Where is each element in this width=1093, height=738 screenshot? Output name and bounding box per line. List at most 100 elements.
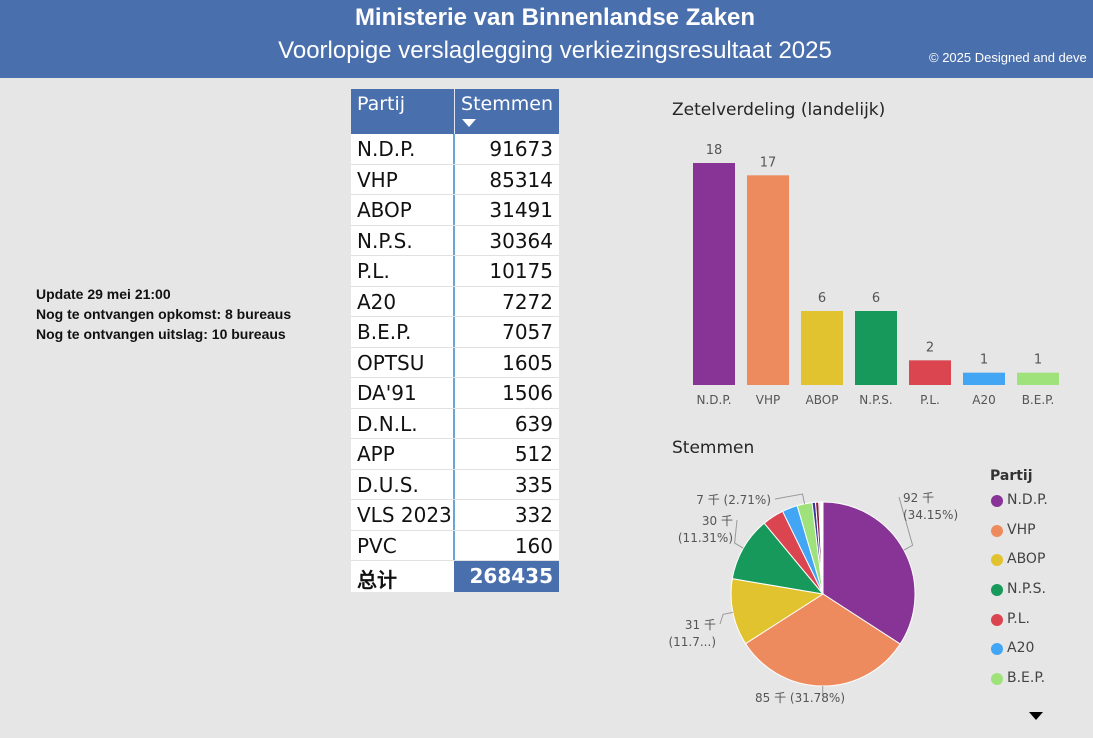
- column-divider: [453, 164, 455, 194]
- label-leader-line: [734, 519, 744, 549]
- column-divider: [453, 408, 455, 438]
- votes-cell: 85314: [489, 167, 553, 192]
- column-divider: [453, 347, 455, 377]
- column-divider: [453, 195, 455, 225]
- legend-item[interactable]: VHP: [990, 522, 1048, 552]
- copyright-credit: © 2025 Designed and deve: [929, 50, 1087, 65]
- table-body: N.D.P. 91673 VHP 85314 ABOP 31491 N.P.S. 30364 P…: [351, 134, 559, 561]
- ministry-title: Ministerie van Binnenlandse Zaken: [354, 4, 756, 31]
- pie-data-label: 85 千 (31.78%): [755, 691, 845, 705]
- sort-descending-icon[interactable]: [462, 119, 476, 127]
- legend-swatch: [991, 495, 1003, 507]
- bar[interactable]: [855, 311, 897, 385]
- party-name-cell: VHP: [357, 167, 398, 192]
- column-divider: [453, 439, 455, 469]
- column-header-party[interactable]: Partij: [357, 93, 406, 115]
- bar-data-label: 17: [760, 155, 777, 170]
- party-name-cell: DA'91: [357, 381, 417, 405]
- seat-distribution-chart: 18 N.D.P. 17 VHP 6 ABOP 6 N.P.S. 2 P.L. 1 A20 1 B.E.P…: [693, 143, 1059, 407]
- pie-data-label: 7 千 (2.71%): [696, 493, 771, 507]
- legend-item[interactable]: A20: [990, 640, 1048, 670]
- total-label: 总计: [357, 568, 397, 592]
- party-name-cell: VLS 2023: [357, 503, 452, 527]
- table-row[interactable]: N.D.P. 91673: [351, 134, 559, 165]
- table-row[interactable]: OPTSU 1605: [351, 347, 559, 378]
- pie-data-label: 31 千(11.7...): [668, 618, 716, 649]
- x-tick-label: B.E.P.: [1022, 393, 1055, 407]
- table-row[interactable]: A20 7272: [351, 286, 559, 317]
- table-row[interactable]: ABOP 31491: [351, 195, 559, 226]
- label-leader-line: [774, 493, 806, 504]
- x-tick-label: VHP: [756, 393, 780, 407]
- bar-chart-title: Zetelverdeling (landelijk): [672, 100, 886, 120]
- legend-swatch: [991, 643, 1003, 656]
- bar-data-label: 2: [926, 340, 934, 355]
- header-banner: Ministerie van Binnenlandse Zaken Voorlo…: [0, 0, 1093, 78]
- table-row[interactable]: P.L. 10175: [351, 256, 559, 287]
- table-row[interactable]: B.E.P. 7057: [351, 317, 559, 348]
- votes-cell: 31491: [489, 198, 553, 222]
- table-row[interactable]: N.P.S. 30364: [351, 225, 559, 256]
- legend-label: N.P.S.: [1007, 581, 1046, 598]
- bar[interactable]: [1017, 372, 1059, 385]
- table-row[interactable]: D.N.L. 639: [351, 408, 559, 439]
- bar[interactable]: [963, 372, 1005, 385]
- bar[interactable]: [909, 360, 951, 385]
- votes-cell: 639: [514, 411, 553, 436]
- legend-label: N.D.P.: [1007, 492, 1048, 508]
- column-divider: [453, 378, 455, 408]
- pending-turnout: Nog te ontvangen opkomst: 8 bureaus: [36, 306, 292, 322]
- x-tick-label: N.D.P.: [696, 393, 731, 407]
- table-header: Partij Stemmen: [351, 89, 559, 134]
- bar[interactable]: [693, 163, 735, 385]
- party-name-cell: N.D.P.: [357, 137, 416, 161]
- table-row[interactable]: PVC 160: [351, 530, 559, 561]
- legend-item[interactable]: N.D.P.: [990, 492, 1048, 522]
- votes-cell: 91673: [489, 137, 553, 161]
- column-divider: [453, 530, 455, 560]
- column-divider: [453, 256, 455, 286]
- x-tick-label: N.P.S.: [859, 393, 892, 407]
- table-row[interactable]: D.U.S. 335: [351, 469, 559, 500]
- legend-label: P.L.: [1007, 610, 1030, 627]
- legend-scroll-down-icon[interactable]: [1029, 712, 1043, 720]
- legend-swatch: [991, 673, 1003, 686]
- table-row[interactable]: VHP 85314: [351, 164, 559, 195]
- legend-label: B.E.P.: [1007, 670, 1046, 687]
- bar-data-label: 1: [1034, 353, 1042, 368]
- bar[interactable]: [801, 311, 843, 385]
- table-row[interactable]: DA'91 1506: [351, 378, 559, 409]
- table-row[interactable]: APP 512: [351, 439, 559, 470]
- table-row[interactable]: VLS 2023 332: [351, 500, 559, 531]
- update-time: Update 29 mei 21:00: [36, 286, 171, 302]
- votes-cell: 30364: [489, 228, 553, 253]
- legend-label: VHP: [1007, 521, 1036, 538]
- x-tick-label: A20: [972, 393, 995, 407]
- column-header-votes[interactable]: Stemmen: [461, 93, 553, 115]
- column-divider: [453, 286, 455, 316]
- pie-slice[interactable]: [744, 593, 901, 687]
- x-tick-label: ABOP: [806, 393, 839, 407]
- table-total-row: 总计 268435: [351, 561, 559, 592]
- legend-item[interactable]: N.P.S.: [990, 581, 1048, 611]
- results-table: Partij Stemmen N.D.P. 91673 VHP 85314 ABOP 31…: [351, 89, 559, 592]
- legend-item[interactable]: B.E.P.: [990, 670, 1048, 700]
- votes-cell: 1605: [502, 350, 553, 375]
- legend-item[interactable]: ABOP: [990, 551, 1048, 581]
- column-divider: [453, 469, 455, 499]
- pie-slice[interactable]: [730, 578, 825, 645]
- party-name-cell: OPTSU: [357, 350, 425, 375]
- legend-label: ABOP: [1007, 551, 1046, 568]
- total-value: 268435: [454, 561, 559, 592]
- votes-cell: 332: [514, 503, 553, 527]
- x-tick-label: P.L.: [920, 393, 940, 407]
- pie-slice[interactable]: [731, 522, 825, 595]
- column-divider: [453, 317, 455, 347]
- party-name-cell: N.P.S.: [357, 228, 413, 253]
- legend-swatch: [991, 613, 1003, 626]
- legend-item[interactable]: P.L.: [990, 611, 1048, 641]
- pie-data-label: 30 千(11.31%): [678, 514, 733, 545]
- bar[interactable]: [747, 175, 789, 385]
- party-name-cell: PVC: [357, 533, 397, 558]
- column-divider: [453, 500, 455, 530]
